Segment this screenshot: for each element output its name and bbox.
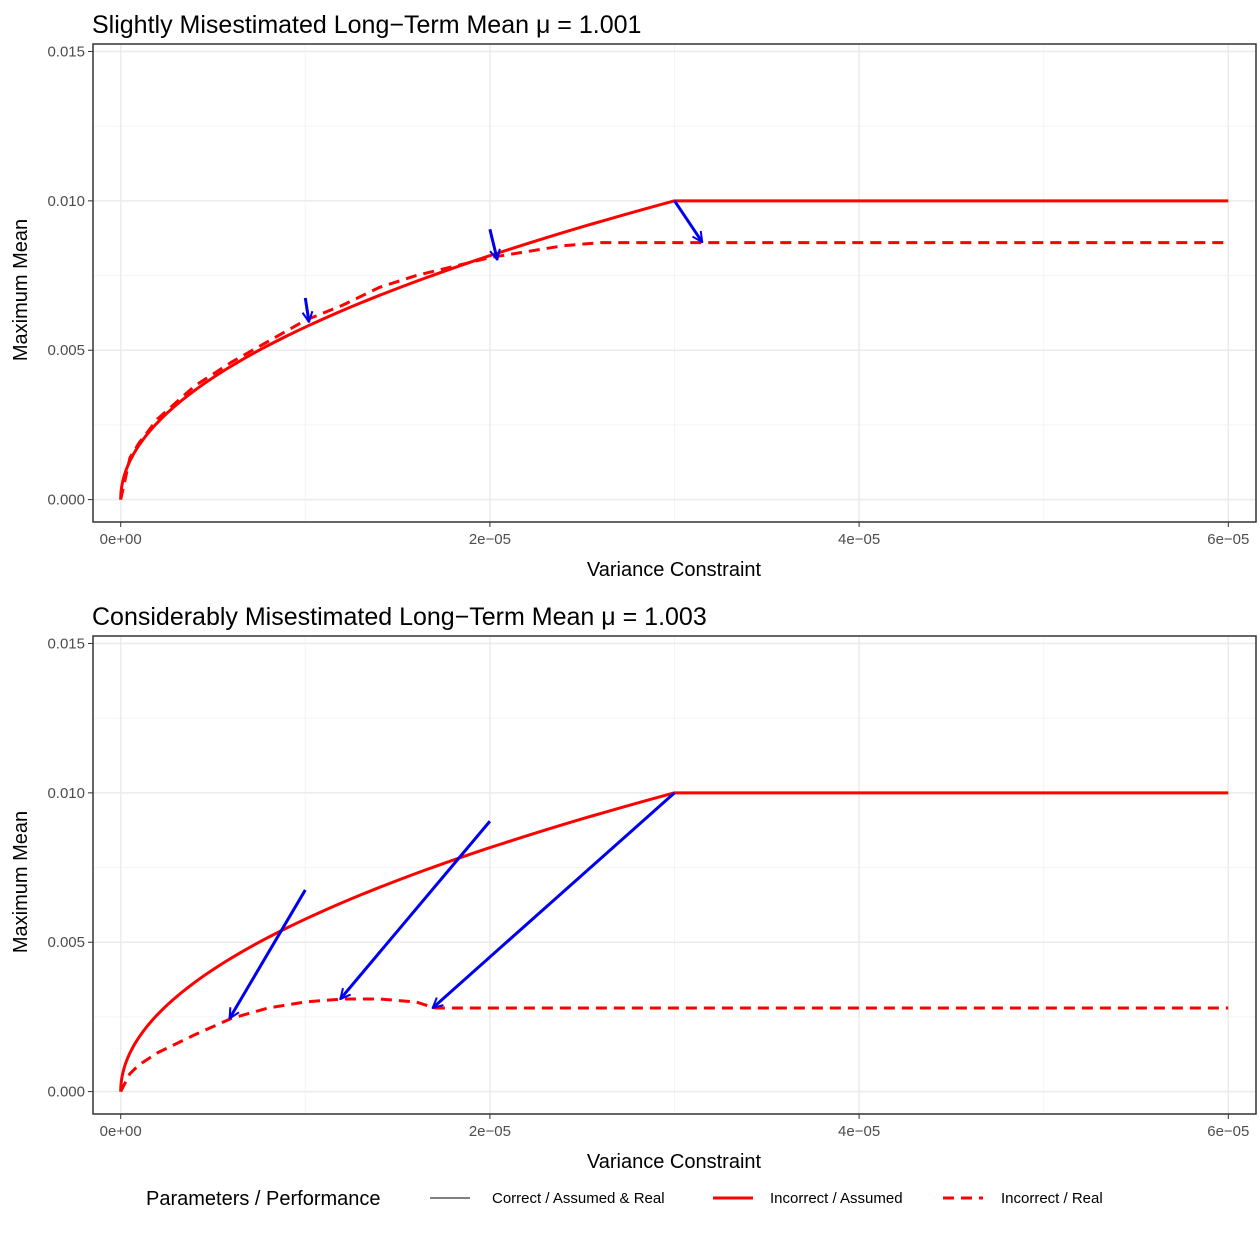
legend-label: Correct / Assumed & Real: [492, 1190, 665, 1207]
y-tick-label: 0.010: [47, 193, 85, 210]
y-axis-label: Maximum Mean: [10, 811, 32, 953]
y-tick-label: 0.005: [47, 934, 85, 951]
y-tick-label: 0.005: [47, 342, 85, 359]
panel-slight: Slightly Misestimated Long−Term Mean μ =…: [10, 11, 1257, 581]
chart-title: Slightly Misestimated Long−Term Mean μ =…: [92, 11, 641, 39]
y-tick-label: 0.010: [47, 785, 85, 802]
x-axis-label: Variance Constraint: [587, 559, 762, 581]
shift-arrow: [488, 228, 497, 259]
legend-label: Incorrect / Assumed: [770, 1190, 903, 1207]
x-tick-label: 0e+00: [100, 1123, 142, 1140]
series-line-incorrect-assumed: [119, 791, 1229, 1092]
shift-arrow: [433, 791, 676, 1008]
x-tick-label: 0e+00: [100, 531, 142, 548]
panel-border: [92, 635, 1257, 1115]
y-tick-label: 0.000: [47, 1084, 85, 1101]
panel-considerable: Considerably Misestimated Long−Term Mean…: [10, 603, 1257, 1173]
x-tick-label: 2e−05: [469, 1123, 511, 1140]
chart-title: Considerably Misestimated Long−Term Mean…: [92, 603, 707, 631]
legend: Parameters / Performance Correct / Assum…: [146, 1188, 1103, 1210]
legend-item-real: Incorrect / Real: [943, 1190, 1103, 1207]
legend-item-assumed: Incorrect / Assumed: [713, 1190, 903, 1207]
y-tick-label: 0.000: [47, 492, 85, 509]
x-tick-label: 4e−05: [838, 531, 880, 548]
shift-arrow: [228, 889, 307, 1018]
series-line-incorrect-assumed: [119, 199, 1229, 500]
y-tick-label: 0.015: [47, 635, 85, 652]
shift-arrow: [673, 200, 703, 242]
shift-arrow: [305, 297, 309, 322]
series-line-incorrect-real: [119, 241, 1229, 500]
legend-title: Parameters / Performance: [146, 1188, 381, 1210]
x-tick-label: 6e−05: [1207, 531, 1249, 548]
x-axis-label: Variance Constraint: [587, 1151, 762, 1173]
x-tick-label: 4e−05: [838, 1123, 880, 1140]
legend-label: Incorrect / Real: [1001, 1190, 1103, 1207]
shift-arrow: [340, 820, 492, 999]
panel-border: [92, 43, 1257, 523]
y-axis-label: Maximum Mean: [10, 219, 32, 361]
x-tick-label: 6e−05: [1207, 1123, 1249, 1140]
y-tick-label: 0.015: [47, 43, 85, 60]
legend-item-correct: Correct / Assumed & Real: [430, 1190, 665, 1207]
x-tick-label: 2e−05: [469, 531, 511, 548]
